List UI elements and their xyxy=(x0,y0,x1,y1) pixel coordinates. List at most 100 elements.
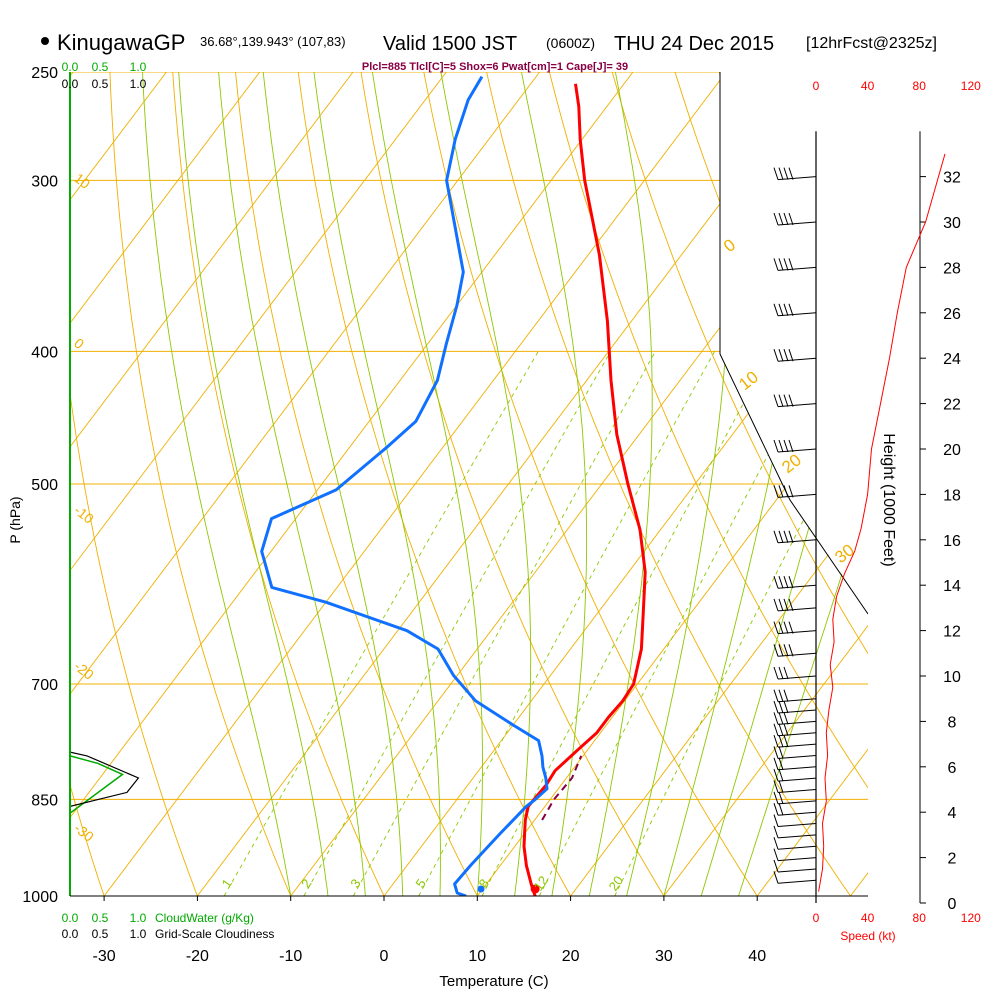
wind-barb-feather xyxy=(788,394,794,407)
mixing-ratio-line xyxy=(303,351,612,896)
cloud-scale-label-bottom-black: 0.5 xyxy=(92,927,109,941)
wind-barb-staff xyxy=(777,766,817,771)
height-tick-label: 6 xyxy=(948,760,957,777)
wind-barb-feather xyxy=(778,167,784,180)
wind-barb-staff xyxy=(777,448,817,453)
wind-barb-staff xyxy=(777,845,817,850)
wind-barb-staff xyxy=(777,857,817,862)
wind-barb-feather xyxy=(783,167,789,180)
temperature-tick-label: 10 xyxy=(468,948,486,965)
wind-barb-feather xyxy=(788,621,794,634)
wind-barb-feather xyxy=(783,212,789,226)
speed-tick-label-top: 120 xyxy=(961,79,981,93)
wind-barb-staff xyxy=(777,675,817,680)
wind-barb-feather xyxy=(778,258,784,271)
series-layer xyxy=(70,75,647,896)
wind-barb-feather xyxy=(773,848,779,861)
moist-adiabat-line xyxy=(142,72,292,896)
dry-adiabat-line xyxy=(70,390,198,896)
height-axis-title: Height (1000 Feet) xyxy=(880,433,897,566)
cloud-scale-label-top-green: 0.5 xyxy=(92,60,109,74)
surface-dewpoint-marker xyxy=(477,885,485,893)
pressure-tick-label: 700 xyxy=(31,677,58,694)
mixing-ratio-label: 5 xyxy=(412,876,428,891)
wind-barb-feather xyxy=(783,723,789,736)
cloud-scale-label-bottom-green: 0.5 xyxy=(92,911,109,925)
height-tick-label: 8 xyxy=(948,714,957,731)
cloud-scale-label-top-green: 1.0 xyxy=(130,60,147,74)
forecast-info: [12hrFcst@2325z] xyxy=(806,35,937,52)
temperature-tick-label: 30 xyxy=(655,948,673,965)
pressure-tick-label: 500 xyxy=(31,477,58,494)
wind-barb-feather xyxy=(773,746,779,759)
wind-barb-feather xyxy=(773,303,779,316)
wind-barb-staff xyxy=(777,539,817,544)
wind-barb-feather xyxy=(778,644,784,657)
cloud-water-profile xyxy=(70,755,124,896)
wind-barb-staff xyxy=(777,403,817,408)
wind-barb-feather xyxy=(778,530,784,543)
height-tick-label: 26 xyxy=(943,306,961,323)
isotherm-line xyxy=(756,748,868,896)
wind-barb-feather xyxy=(783,258,789,271)
wind-barb-feather xyxy=(783,439,789,453)
moist-adiabat-line xyxy=(218,72,366,896)
mixing-ratio-label: 12 xyxy=(531,873,552,893)
wind-barb-staff xyxy=(777,879,817,884)
wind-barb-feather xyxy=(778,746,784,759)
cloud-scale-label-top-black: 1.0 xyxy=(130,77,147,91)
valid-utc: (0600Z) xyxy=(546,35,595,51)
wind-barb-feather xyxy=(773,757,779,770)
moist-adiabat-line xyxy=(738,490,868,896)
pressure-tick-label: 300 xyxy=(31,173,58,190)
cloud-scale-label-bottom-green: 0.0 xyxy=(62,911,79,925)
dry-adiabat-line xyxy=(423,72,758,896)
wind-barb-staff xyxy=(777,800,817,805)
wind-barb-feather xyxy=(773,825,779,839)
wind-barb-staff xyxy=(777,357,817,362)
temperature-tick-label: 20 xyxy=(562,948,580,965)
moist-adiabat-line xyxy=(521,72,588,896)
speed-axis-title: Speed (kt) xyxy=(840,929,895,943)
wind-barb-feather xyxy=(783,485,789,498)
wind-barb-feather xyxy=(773,723,779,736)
moist-adiabat-line xyxy=(371,72,483,896)
wind-barb-feather xyxy=(773,700,779,714)
grid-layer xyxy=(70,72,868,896)
temperature-tick-label: -10 xyxy=(279,948,302,965)
wind-barb-feather xyxy=(773,598,779,612)
wind-barb-feather xyxy=(778,303,784,316)
wind-barb-feather xyxy=(783,576,789,589)
wind-barb-feather xyxy=(778,757,784,770)
station-dot-icon xyxy=(41,37,49,45)
wind-barb-feather xyxy=(773,791,779,805)
wind-barb-feather xyxy=(773,780,779,793)
wind-barb-feather xyxy=(778,485,784,498)
wind-barb-staff xyxy=(777,698,817,703)
wind-barb-feather xyxy=(773,258,779,271)
dry-adiabat-line xyxy=(611,72,868,655)
dry-adiabat-line xyxy=(360,72,665,896)
dry-adiabat-line xyxy=(862,72,868,85)
pressure-tick-label: 850 xyxy=(31,792,58,809)
dry-adiabat-line xyxy=(548,72,868,789)
wind-barb-staff xyxy=(777,607,817,612)
temperature-line xyxy=(522,83,647,896)
dry-adiabat-line xyxy=(109,72,292,896)
wind-barb-feather xyxy=(783,644,789,657)
height-tick-label: 32 xyxy=(943,170,961,187)
mixing-ratio-label: 3 xyxy=(347,876,363,891)
height-tick-label: 24 xyxy=(943,351,961,368)
wind-barb-feather xyxy=(773,712,779,725)
wind-barb-feather xyxy=(788,303,794,316)
wind-barb-staff xyxy=(777,868,817,873)
wind-barb-feather xyxy=(788,258,794,271)
wind-barb-feather xyxy=(778,712,784,725)
wind-barb-feather xyxy=(788,485,794,498)
moist-adiabat-line xyxy=(588,72,653,896)
mixing-ratio-label: 20 xyxy=(606,873,627,893)
wind-barb-feather xyxy=(788,644,794,657)
wind-barb-feather xyxy=(783,394,789,407)
height-tick-label: 30 xyxy=(943,215,961,232)
